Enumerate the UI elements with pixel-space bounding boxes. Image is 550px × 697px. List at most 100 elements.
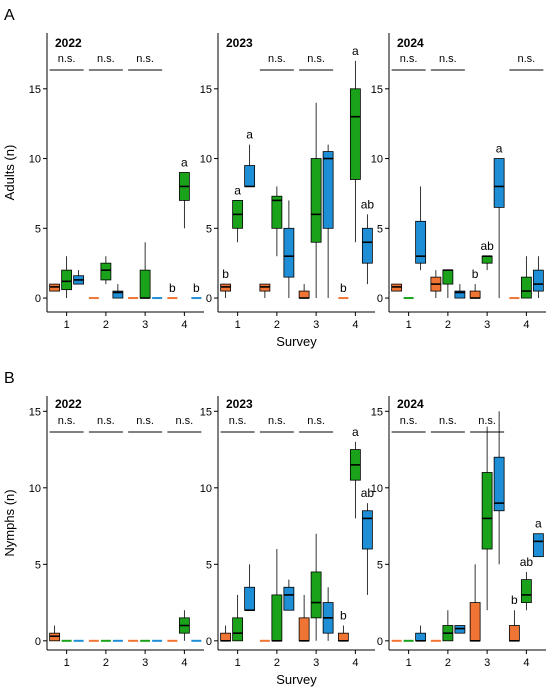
- box-orange: [469, 602, 481, 642]
- box-green: [349, 88, 361, 180]
- ns-label: n.s.: [176, 415, 194, 427]
- y-tick-label: 5: [35, 559, 41, 571]
- ns-label: n.s.: [58, 53, 76, 65]
- box-green: [232, 617, 244, 642]
- x-tick-label: 1: [64, 657, 70, 669]
- x-tick-label: 1: [235, 657, 241, 669]
- significance-label: b: [511, 593, 518, 607]
- significance-label: a: [246, 128, 253, 142]
- y-tick-label: 10: [371, 483, 383, 495]
- y-tick-label: 5: [206, 559, 212, 571]
- x-tick-label: 4: [352, 319, 358, 331]
- x-tick-label: 3: [142, 657, 148, 669]
- y-tick-label: 5: [206, 223, 212, 235]
- ns-label: n.s.: [268, 53, 286, 65]
- significance-label: a: [535, 517, 542, 531]
- significance-label: a: [181, 156, 188, 170]
- y-tick-label: 10: [200, 483, 212, 495]
- box-orange: [298, 617, 310, 642]
- x-tick-label: 4: [181, 657, 187, 669]
- y-tick-label: 5: [377, 559, 383, 571]
- y-tick-label: 15: [200, 406, 212, 418]
- ns-label: n.s.: [439, 53, 457, 65]
- x-tick-label: 4: [523, 657, 529, 669]
- x-tick-label: 2: [103, 657, 109, 669]
- box-blue: [244, 586, 256, 611]
- box-blue: [532, 533, 544, 558]
- box-green: [61, 269, 73, 291]
- x-tick-label: 1: [406, 657, 412, 669]
- y-tick-label: 5: [35, 223, 41, 235]
- x-tick-label: 1: [406, 319, 412, 331]
- significance-label: ab: [361, 486, 375, 500]
- box-blue: [283, 586, 295, 611]
- significance-label: b: [340, 281, 347, 295]
- significance-label: b: [193, 281, 200, 295]
- x-tick-label: 3: [484, 319, 490, 331]
- significance-label: b: [472, 267, 479, 281]
- box-orange: [508, 625, 520, 642]
- y-tick-label: 15: [29, 84, 41, 96]
- box-blue: [454, 290, 466, 299]
- panel-letter: A: [4, 7, 15, 24]
- y-tick-label: 5: [377, 223, 383, 235]
- y-tick-label: 10: [29, 154, 41, 166]
- facet-year-label: 2022: [55, 397, 82, 411]
- y-axis-title: Adults (n): [2, 145, 17, 201]
- ns-label: n.s.: [478, 415, 496, 427]
- y-tick-label: 15: [371, 84, 383, 96]
- box-orange: [220, 632, 232, 642]
- ns-label: n.s.: [307, 53, 325, 65]
- box-blue: [532, 269, 544, 292]
- x-tick-label: 2: [274, 319, 280, 331]
- y-tick-label: 0: [206, 293, 212, 305]
- box-blue: [415, 632, 427, 642]
- x-tick-label: 3: [313, 319, 319, 331]
- significance-label: ab: [520, 555, 534, 569]
- y-tick-label: 0: [35, 636, 41, 648]
- x-tick-label: 3: [484, 657, 490, 669]
- box-green: [481, 472, 493, 550]
- y-tick-label: 0: [377, 636, 383, 648]
- y-tick-label: 0: [35, 293, 41, 305]
- significance-label: a: [352, 44, 359, 58]
- ns-label: n.s.: [97, 53, 115, 65]
- x-tick-label: 4: [181, 319, 187, 331]
- x-axis-title: Survey: [276, 334, 317, 349]
- ns-label: n.s.: [268, 415, 286, 427]
- x-tick-label: 3: [142, 319, 148, 331]
- x-tick-label: 4: [523, 319, 529, 331]
- facet-year-label: 2023: [226, 36, 253, 50]
- panel-letter: B: [4, 370, 15, 387]
- significance-label: a: [234, 183, 241, 197]
- facet-year-label: 2022: [55, 36, 82, 50]
- x-tick-label: 2: [445, 319, 451, 331]
- significance-label: a: [496, 142, 503, 156]
- box-green: [310, 571, 322, 619]
- y-axis-title: Nymphs (n): [2, 489, 17, 556]
- y-tick-label: 15: [371, 406, 383, 418]
- y-tick-label: 0: [377, 293, 383, 305]
- ns-label: n.s.: [136, 53, 154, 65]
- box-blue: [361, 510, 373, 550]
- significance-label: b: [169, 281, 176, 295]
- y-tick-label: 15: [200, 84, 212, 96]
- ns-label: n.s.: [97, 415, 115, 427]
- x-tick-label: 4: [352, 657, 358, 669]
- facet-year-label: 2024: [397, 397, 424, 411]
- ns-label: n.s.: [307, 415, 325, 427]
- box-blue: [322, 151, 334, 229]
- box-orange: [469, 290, 481, 299]
- ns-label: n.s.: [518, 53, 536, 65]
- box-green: [271, 594, 283, 642]
- x-tick-label: 3: [313, 657, 319, 669]
- ns-label: n.s.: [58, 415, 76, 427]
- box-orange: [337, 632, 349, 642]
- y-tick-label: 15: [29, 406, 41, 418]
- y-tick-label: 0: [206, 636, 212, 648]
- box-green: [310, 158, 322, 243]
- facet-year-label: 2023: [226, 397, 253, 411]
- y-tick-label: 10: [200, 154, 212, 166]
- box-blue: [493, 158, 505, 208]
